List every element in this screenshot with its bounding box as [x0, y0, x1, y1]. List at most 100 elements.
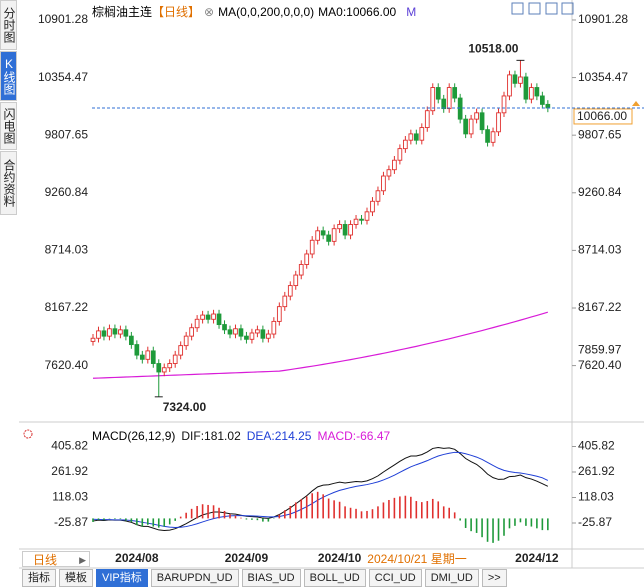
- candle-body: [529, 87, 534, 100]
- candle-body: [145, 350, 151, 360]
- candle-body: [370, 200, 375, 213]
- candle-body: [446, 87, 452, 110]
- candle-body: [276, 306, 282, 322]
- candle-body: [255, 329, 260, 334]
- candle-body: [156, 363, 162, 373]
- candle-body: [183, 335, 189, 347]
- candle-body: [375, 190, 381, 202]
- period-label: 日线: [33, 553, 58, 567]
- y-tick-label: 8714.03: [45, 243, 89, 257]
- side-tab[interactable]: 分时图: [0, 0, 17, 50]
- indicator-tab[interactable]: 指标: [22, 569, 56, 587]
- y-tick-label: 261.92: [51, 464, 88, 478]
- candle-body: [419, 127, 425, 141]
- candle-body: [282, 295, 288, 308]
- candle-body: [271, 320, 277, 335]
- indicator-tab[interactable]: BIAS_UD: [241, 569, 301, 587]
- symbol: 棕榈油主连: [92, 5, 153, 19]
- last-price-arrow: [632, 100, 640, 106]
- candle-body: [452, 87, 458, 99]
- candle-body: [518, 76, 523, 84]
- candle-body: [430, 87, 436, 112]
- annotation: 7324.00: [163, 400, 207, 414]
- candle-body: [266, 333, 271, 339]
- y-tick-label: 261.92: [578, 464, 615, 478]
- y-tick-label: 7620.40: [578, 358, 622, 372]
- macd-icon[interactable]: [23, 429, 33, 439]
- legend-macd: MACD:-66.47: [317, 429, 391, 443]
- candle-body: [249, 332, 255, 340]
- candle-body: [200, 314, 205, 320]
- candle-body: [490, 131, 496, 143]
- candle-body: [353, 218, 359, 225]
- marker-label: 7859.97: [578, 343, 622, 357]
- candle-body: [260, 329, 266, 339]
- candle-body: [545, 103, 551, 109]
- candle-body: [304, 253, 310, 265]
- candle-body: [457, 97, 463, 120]
- x-tick-label: 2024/08: [115, 551, 159, 565]
- side-tab[interactable]: 闪电图: [0, 102, 17, 150]
- candle-body: [468, 118, 474, 135]
- ma-settings: MA(0,0,200,0,0,0): [218, 4, 315, 19]
- indicator-tab[interactable]: 模板: [59, 569, 93, 587]
- candle-body: [501, 95, 507, 114]
- candle-body: [222, 324, 227, 331]
- y-tick-label: 405.82: [578, 439, 615, 453]
- candle-body: [348, 224, 353, 236]
- icon[interactable]: [511, 2, 524, 15]
- ma-value: MA0:10066.00: [318, 4, 397, 19]
- x-tick-label: 2024/10: [318, 551, 362, 565]
- y-tick-label: 118.03: [52, 490, 88, 504]
- candle-body: [463, 118, 468, 135]
- y-tick-label: 10901.28: [38, 12, 88, 26]
- candle-body: [540, 95, 545, 105]
- candle-body: [167, 363, 173, 369]
- icon[interactable]: [545, 2, 558, 15]
- y-tick-label: 9260.84: [45, 185, 89, 199]
- indicator-tab[interactable]: DMI_UD: [424, 569, 479, 587]
- candle-body: [435, 87, 441, 100]
- indicator-tab[interactable]: BARUPDN_UD: [150, 569, 239, 587]
- y-tick-label: 10354.47: [38, 70, 88, 84]
- macd-line: [92, 451, 549, 528]
- indicator-tab[interactable]: CCI_UD: [368, 569, 422, 587]
- indicator-tab[interactable]: >>: [481, 569, 507, 587]
- candle-body: [326, 234, 331, 242]
- candle-body: [381, 175, 386, 192]
- candle-body: [96, 330, 101, 339]
- candle-body: [101, 330, 107, 337]
- indicator-tab[interactable]: VIP指标: [96, 569, 148, 587]
- close-icon[interactable]: ⊗: [204, 4, 215, 19]
- side-tab[interactable]: K线图: [0, 51, 17, 101]
- x-tick-label: 2024/09: [225, 551, 269, 565]
- period-selector[interactable]: 日线 ▶: [22, 551, 90, 567]
- candle-body: [523, 76, 529, 100]
- candle-body: [359, 218, 364, 221]
- candle-body: [172, 354, 178, 364]
- candle-body: [150, 350, 156, 364]
- candle-body: [112, 328, 118, 335]
- icon[interactable]: [528, 2, 541, 15]
- icon[interactable]: [561, 2, 574, 15]
- side-tab[interactable]: 合约资料: [0, 151, 17, 215]
- candle-body: [107, 328, 112, 337]
- indicator-tab[interactable]: BOLL_UD: [303, 569, 366, 587]
- macd-title: MACD(26,12,9): [92, 429, 176, 443]
- candle-body: [342, 224, 348, 236]
- candle-body: [216, 313, 222, 326]
- candle-body: [227, 329, 233, 335]
- candle-body: [474, 112, 479, 120]
- candle-body: [293, 274, 299, 287]
- candle-body: [139, 354, 145, 360]
- candle-body: [392, 159, 397, 171]
- candle-body: [331, 228, 337, 242]
- ma-menu[interactable]: M: [406, 4, 417, 19]
- period: 【日线】: [152, 5, 201, 19]
- candle-body: [90, 337, 96, 342]
- annotation: 10518.00: [468, 42, 518, 56]
- y-tick-label: -25.87: [578, 515, 612, 529]
- candle-body: [287, 285, 293, 297]
- candle-body: [496, 112, 501, 133]
